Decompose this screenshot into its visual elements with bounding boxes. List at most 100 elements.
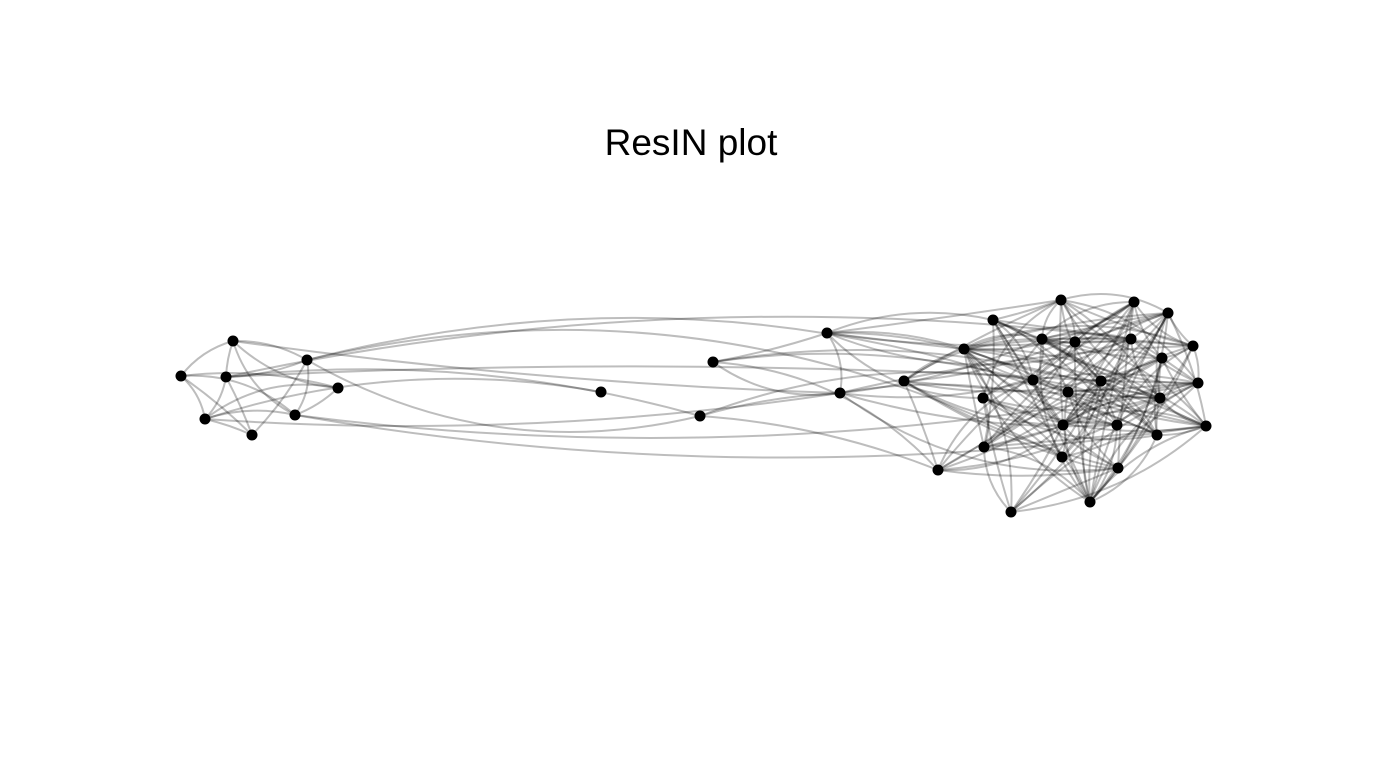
network-edge xyxy=(1062,338,1132,426)
network-edge xyxy=(1032,301,1135,381)
network-edge xyxy=(903,357,1163,393)
network-edge xyxy=(937,397,1161,471)
network-edge xyxy=(294,387,339,416)
network-edge xyxy=(712,361,841,396)
network-edge xyxy=(1100,357,1163,382)
network-edge xyxy=(992,319,1158,436)
network-edge xyxy=(983,301,1135,448)
network-edge xyxy=(180,375,206,420)
network-edge xyxy=(992,319,1118,426)
network-edge xyxy=(1117,312,1169,469)
network-edge xyxy=(937,341,1076,471)
network-edge xyxy=(1089,397,1161,503)
network-edge xyxy=(1032,338,1132,381)
network-edge xyxy=(983,312,1169,448)
network-edge xyxy=(839,392,1118,428)
network-edge xyxy=(1074,301,1135,343)
network-edge xyxy=(903,299,1062,382)
network-edge xyxy=(1041,338,1163,359)
network-edge xyxy=(1089,434,1158,503)
network-edge xyxy=(1133,301,1194,347)
network-edge xyxy=(992,319,1064,426)
network-edge xyxy=(839,338,1043,394)
network-edge xyxy=(180,374,296,416)
network-edge xyxy=(992,319,1063,458)
network-edge xyxy=(992,299,1062,321)
network-node xyxy=(834,387,846,399)
network-edge xyxy=(903,337,1043,382)
network-edge xyxy=(1062,382,1199,426)
network-node xyxy=(694,410,706,422)
network-edge xyxy=(1032,372,1199,384)
network-node xyxy=(1151,429,1163,441)
network-edge xyxy=(1060,299,1163,359)
network-edge xyxy=(1010,425,1207,513)
network-edge xyxy=(1089,357,1163,503)
network-edge xyxy=(204,377,602,420)
network-edge xyxy=(963,348,985,448)
network-edge xyxy=(1067,391,1119,469)
network-edge xyxy=(1062,357,1163,426)
network-edge xyxy=(1060,293,1169,314)
network-edge xyxy=(937,424,1064,472)
network-node xyxy=(987,314,999,326)
network-edge xyxy=(1032,379,1207,427)
network-edge xyxy=(903,380,1063,458)
network-node xyxy=(227,335,239,347)
network-edge xyxy=(839,345,1194,394)
network-node xyxy=(289,409,301,421)
network-edge xyxy=(1032,379,1119,469)
network-node xyxy=(977,392,989,404)
network-edge xyxy=(937,467,1119,477)
network-edge xyxy=(963,312,1169,350)
network-edge xyxy=(1032,379,1158,436)
network-node xyxy=(1005,506,1017,518)
network-edge xyxy=(992,319,1034,381)
network-node xyxy=(1156,352,1168,364)
network-edge xyxy=(1100,380,1199,384)
network-edge xyxy=(1117,301,1135,469)
network-edge xyxy=(839,392,1119,472)
network-edge xyxy=(963,348,1064,426)
network-edge xyxy=(232,340,296,416)
network-edge xyxy=(225,365,1102,382)
network-edge xyxy=(1062,410,1207,427)
network-edge xyxy=(963,333,1043,350)
network-node xyxy=(1055,294,1067,306)
network-edge xyxy=(1010,312,1169,513)
network-node xyxy=(1057,419,1069,431)
network-node xyxy=(898,375,910,387)
network-edge xyxy=(826,332,984,400)
network-edge xyxy=(963,348,1118,426)
network-edge xyxy=(1032,312,1169,381)
network-edge xyxy=(826,332,965,350)
network-edge xyxy=(1041,338,1207,427)
network-edge xyxy=(1010,467,1119,513)
network-edge xyxy=(1062,301,1135,426)
network-edge xyxy=(982,397,1207,433)
network-edge xyxy=(1073,341,1091,503)
network-edge xyxy=(204,383,339,420)
network-edge xyxy=(983,391,1069,448)
network-edge xyxy=(1117,345,1194,469)
network-edge xyxy=(1041,338,1102,382)
network-edge xyxy=(306,359,701,433)
network-edge xyxy=(982,338,1043,399)
network-edge xyxy=(826,332,1132,366)
network-node xyxy=(1036,333,1048,345)
network-edge xyxy=(294,382,1199,439)
network-edge xyxy=(983,446,1012,513)
network-edge xyxy=(982,397,1012,513)
network-edge xyxy=(963,348,1161,399)
network-edge xyxy=(963,301,1135,351)
network-edge xyxy=(1067,391,1207,427)
network-edge xyxy=(699,371,1034,417)
network-edge xyxy=(983,424,1064,448)
network-edge xyxy=(1041,312,1169,340)
network-edge xyxy=(1089,382,1199,503)
network-edge xyxy=(982,397,1118,426)
network-edge xyxy=(826,311,994,334)
network-edge xyxy=(225,368,701,417)
network-edge xyxy=(983,425,1207,448)
network-edge xyxy=(1060,299,1161,399)
